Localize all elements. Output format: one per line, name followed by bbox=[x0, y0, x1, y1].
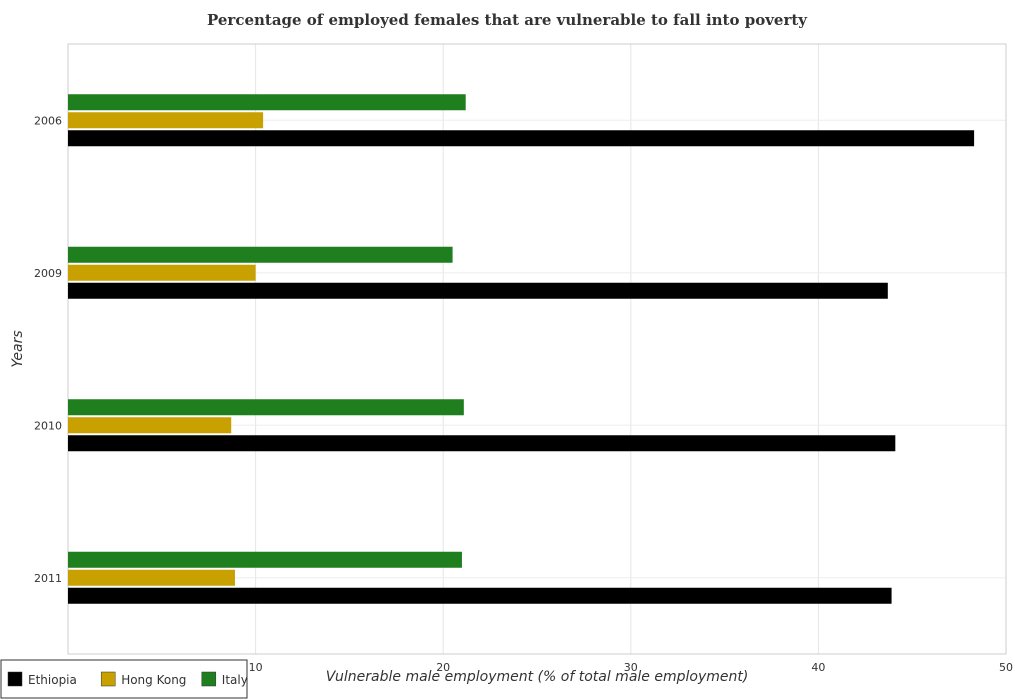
bar-hong-kong-2009 bbox=[68, 264, 256, 281]
legend-label: Italy bbox=[222, 673, 248, 687]
y-tick-label: 2006 bbox=[34, 114, 62, 127]
bar-ethiopia-2009 bbox=[68, 282, 888, 299]
bar-hong-kong-2010 bbox=[68, 417, 232, 434]
tick-labels: 010203040502006200920102011 bbox=[34, 114, 1013, 674]
bar-ethiopia-2010 bbox=[68, 435, 896, 452]
x-tick-label: 20 bbox=[436, 661, 450, 674]
bar-hong-kong-2011 bbox=[68, 569, 235, 586]
bar-ethiopia-2011 bbox=[68, 587, 892, 604]
x-tick-label: 10 bbox=[249, 661, 263, 674]
y-tick-label: 2009 bbox=[34, 267, 62, 280]
bar-italy-2009 bbox=[68, 246, 453, 263]
bar-italy-2011 bbox=[68, 551, 462, 568]
bar-italy-2010 bbox=[68, 399, 464, 416]
bar-hong-kong-2006 bbox=[68, 112, 264, 129]
y-tick-label: 2011 bbox=[34, 572, 62, 585]
legend-swatch bbox=[201, 671, 217, 687]
legend-swatch bbox=[100, 671, 116, 687]
bar-ethiopia-2006 bbox=[68, 130, 975, 147]
legend-swatch bbox=[7, 671, 23, 687]
y-axis-title: Years bbox=[10, 330, 26, 367]
legend-label: Hong Kong bbox=[121, 673, 186, 687]
legend-label: Ethiopia bbox=[28, 673, 77, 687]
chart-title: Percentage of employed females that are … bbox=[207, 11, 808, 29]
legend: Ethiopia Hong Kong Italy bbox=[0, 659, 248, 699]
bars bbox=[68, 94, 975, 604]
bar-italy-2006 bbox=[68, 94, 466, 111]
x-tick-label: 30 bbox=[624, 661, 638, 674]
x-tick-label: 50 bbox=[999, 661, 1013, 674]
plot-area-border bbox=[67, 43, 1007, 655]
x-axis-title: Vulnerable male employment (% of total m… bbox=[326, 669, 749, 685]
x-tick-label: 40 bbox=[811, 661, 825, 674]
y-tick-label: 2010 bbox=[34, 419, 62, 432]
